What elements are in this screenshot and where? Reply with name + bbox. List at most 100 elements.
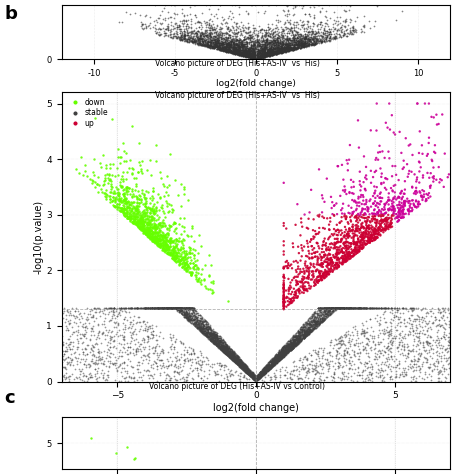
Point bbox=[205, 41, 212, 48]
Point bbox=[303, 274, 310, 282]
Point bbox=[328, 304, 336, 312]
Point bbox=[239, 363, 247, 370]
Point bbox=[289, 45, 297, 53]
Point bbox=[187, 305, 195, 313]
Point bbox=[305, 324, 312, 332]
Point bbox=[281, 347, 289, 355]
Point bbox=[279, 43, 286, 51]
Point bbox=[170, 245, 177, 252]
Point bbox=[151, 224, 159, 232]
Point bbox=[180, 215, 188, 222]
Point bbox=[200, 330, 207, 337]
Point bbox=[201, 316, 209, 324]
Point bbox=[240, 363, 248, 371]
Point bbox=[418, 193, 425, 201]
Point bbox=[189, 307, 196, 314]
Point bbox=[300, 40, 308, 47]
Point bbox=[435, 304, 442, 312]
Point bbox=[319, 224, 327, 232]
Point bbox=[191, 255, 198, 262]
Point bbox=[139, 221, 147, 229]
Point bbox=[293, 338, 301, 346]
Point bbox=[201, 328, 208, 336]
Point bbox=[115, 304, 123, 312]
Point bbox=[140, 226, 148, 233]
Point bbox=[249, 46, 257, 54]
Point bbox=[349, 22, 357, 30]
Point bbox=[245, 45, 252, 53]
Point bbox=[299, 246, 306, 254]
Point bbox=[242, 374, 250, 382]
Point bbox=[230, 49, 237, 57]
Point bbox=[266, 365, 273, 373]
Point bbox=[236, 39, 243, 46]
Point bbox=[351, 248, 359, 256]
Point bbox=[249, 53, 256, 61]
Point bbox=[294, 339, 302, 347]
Point bbox=[413, 333, 421, 341]
Point bbox=[182, 304, 190, 312]
Point bbox=[245, 48, 253, 56]
Point bbox=[321, 310, 329, 317]
Point bbox=[239, 25, 247, 32]
Point bbox=[280, 296, 288, 304]
Point bbox=[238, 365, 246, 372]
Point bbox=[365, 234, 372, 241]
Point bbox=[265, 46, 273, 54]
Point bbox=[269, 362, 276, 370]
Point bbox=[262, 29, 270, 37]
Point bbox=[259, 366, 267, 374]
Point bbox=[252, 373, 259, 381]
Point bbox=[238, 363, 246, 370]
Point bbox=[75, 315, 83, 323]
Point bbox=[225, 345, 232, 352]
Point bbox=[332, 304, 340, 312]
Point bbox=[381, 348, 389, 356]
Point bbox=[144, 325, 151, 332]
Point bbox=[249, 46, 257, 53]
Point bbox=[164, 248, 171, 256]
Point bbox=[274, 25, 282, 33]
Point bbox=[327, 304, 335, 312]
Point bbox=[257, 34, 264, 41]
Point bbox=[283, 348, 291, 356]
Point bbox=[206, 332, 214, 340]
Point bbox=[207, 21, 215, 29]
Point bbox=[303, 331, 310, 339]
Point bbox=[239, 361, 246, 368]
Point bbox=[122, 373, 130, 381]
Point bbox=[347, 304, 355, 312]
Point bbox=[370, 228, 377, 235]
Point bbox=[400, 213, 408, 221]
Point bbox=[319, 33, 327, 41]
Point bbox=[142, 304, 150, 312]
Point bbox=[290, 33, 298, 41]
Point bbox=[275, 48, 283, 56]
Point bbox=[151, 219, 158, 227]
Point bbox=[235, 47, 243, 55]
Point bbox=[313, 321, 320, 328]
Point bbox=[251, 376, 258, 383]
Point bbox=[315, 314, 322, 321]
Point bbox=[152, 228, 160, 236]
Point bbox=[338, 368, 346, 376]
Point bbox=[191, 321, 199, 328]
Point bbox=[143, 221, 150, 229]
Point bbox=[370, 215, 377, 222]
Point bbox=[325, 304, 332, 312]
Point bbox=[357, 304, 365, 312]
Point bbox=[412, 323, 420, 330]
Point bbox=[196, 322, 203, 330]
Point bbox=[160, 304, 168, 312]
Point bbox=[378, 371, 386, 378]
Point bbox=[183, 304, 191, 312]
Point bbox=[258, 367, 265, 374]
Point bbox=[212, 328, 220, 336]
Point bbox=[285, 10, 292, 18]
Point bbox=[227, 352, 234, 360]
Point bbox=[320, 314, 328, 322]
Point bbox=[183, 310, 191, 318]
Point bbox=[166, 376, 173, 384]
Point bbox=[193, 34, 201, 41]
Point bbox=[265, 365, 273, 372]
